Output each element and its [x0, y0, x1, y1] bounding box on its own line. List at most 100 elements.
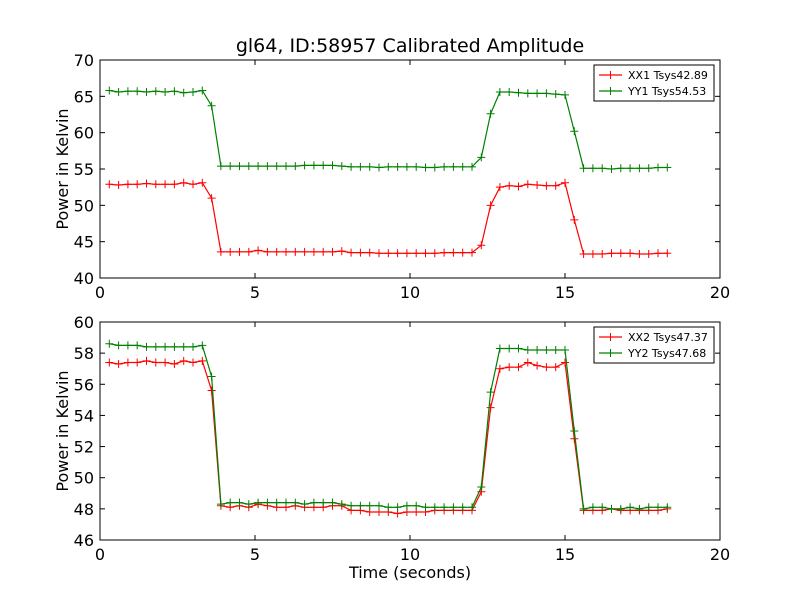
data-point: [561, 178, 569, 187]
data-point: [551, 363, 560, 372]
data-point: [588, 164, 597, 173]
data-point: [319, 161, 328, 170]
top-plot: 0 5 10 15 20 40 45 50 55 60 65 70 Power in Kelvin XX1…: [53, 51, 730, 302]
y-tick-label: 50: [74, 469, 94, 488]
data-point: [402, 249, 411, 258]
data-point: [384, 249, 393, 258]
x-tick-label: 15: [555, 545, 575, 564]
legend-label: YY2 Tsys47.68: [627, 347, 706, 360]
data-point: [207, 386, 216, 395]
data-point: [570, 215, 579, 224]
data-point: [337, 247, 346, 256]
data-point: [272, 162, 281, 171]
data-point: [458, 162, 467, 171]
data-point: [533, 180, 542, 189]
data-point: [282, 162, 290, 171]
data-point: [579, 504, 588, 513]
data-point: [598, 164, 607, 173]
y-tick-label: 60: [74, 124, 94, 143]
data-point: [579, 164, 588, 173]
data-point: [105, 339, 114, 348]
data-point: [663, 163, 672, 172]
data-point: [616, 164, 625, 173]
data-point: [319, 498, 328, 507]
data-point: [644, 164, 653, 173]
data-point: [263, 498, 272, 507]
data-point: [309, 161, 318, 170]
data-point: [300, 500, 309, 509]
data-point: [226, 498, 235, 507]
data-point: [505, 87, 514, 96]
data-point: [393, 249, 402, 258]
data-point: [402, 501, 411, 510]
data-point: [635, 504, 644, 513]
data-point: [216, 162, 225, 171]
data-point: [486, 388, 495, 397]
data-point: [161, 87, 170, 96]
data-point: [114, 180, 123, 189]
data-point: [189, 342, 197, 351]
y-axis-label: Power in Kelvin: [53, 370, 72, 491]
data-point: [635, 250, 644, 259]
x-tick-label: 10: [400, 283, 420, 302]
data-point: [430, 249, 439, 258]
data-point: [430, 503, 439, 512]
legend-marker: [606, 87, 615, 95]
data-point: [114, 360, 123, 369]
data-point: [375, 249, 383, 258]
data-point: [626, 503, 635, 512]
data-point: [142, 87, 151, 96]
data-point: [514, 344, 523, 353]
data-point: [179, 342, 188, 351]
data-point: [635, 164, 644, 173]
y-tick-label: 46: [74, 531, 94, 550]
data-point: [235, 162, 244, 171]
data-point: [291, 162, 300, 171]
data-point: [226, 247, 235, 256]
data-point: [542, 181, 551, 190]
data-point: [170, 87, 179, 96]
data-point: [282, 498, 290, 507]
y-tick-label: 60: [74, 313, 94, 332]
data-point: [179, 178, 188, 187]
data-point: [561, 90, 569, 99]
data-point: [133, 180, 142, 189]
data-point: [570, 427, 579, 435]
data-point: [170, 180, 179, 189]
data-point: [198, 356, 207, 365]
data-point: [449, 162, 458, 171]
data-point: [393, 503, 402, 512]
data-point: [263, 247, 272, 256]
data-point: [588, 503, 597, 512]
data-point: [514, 182, 523, 191]
data-point: [207, 372, 216, 381]
y-tick-label: 56: [74, 375, 94, 394]
data-point: [607, 249, 616, 258]
data-point: [533, 89, 542, 98]
data-point: [421, 163, 430, 172]
data-point: [319, 247, 328, 256]
data-point: [495, 87, 504, 96]
data-point: [598, 250, 607, 259]
data-point: [309, 498, 318, 507]
data-point: [365, 162, 374, 171]
x-tick-label: 15: [555, 283, 575, 302]
data-point: [300, 161, 309, 170]
data-point: [105, 86, 114, 95]
data-point: [365, 501, 374, 510]
data-point: [449, 503, 458, 512]
data-point: [514, 363, 523, 372]
data-point: [189, 87, 197, 96]
legend-label: XX1 Tsys42.89: [628, 69, 708, 82]
data-point: [561, 358, 569, 367]
data-point: [161, 342, 170, 351]
data-point: [254, 498, 263, 507]
data-point: [216, 247, 225, 256]
y-axis-label: Power in Kelvin: [53, 108, 72, 229]
data-point: [486, 109, 495, 118]
data-point: [235, 247, 244, 256]
data-point: [468, 162, 476, 171]
data-point: [375, 163, 383, 172]
data-point: [161, 358, 170, 367]
data-point: [235, 498, 244, 507]
